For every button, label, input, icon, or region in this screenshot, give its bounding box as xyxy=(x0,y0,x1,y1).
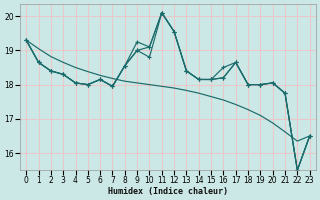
X-axis label: Humidex (Indice chaleur): Humidex (Indice chaleur) xyxy=(108,187,228,196)
